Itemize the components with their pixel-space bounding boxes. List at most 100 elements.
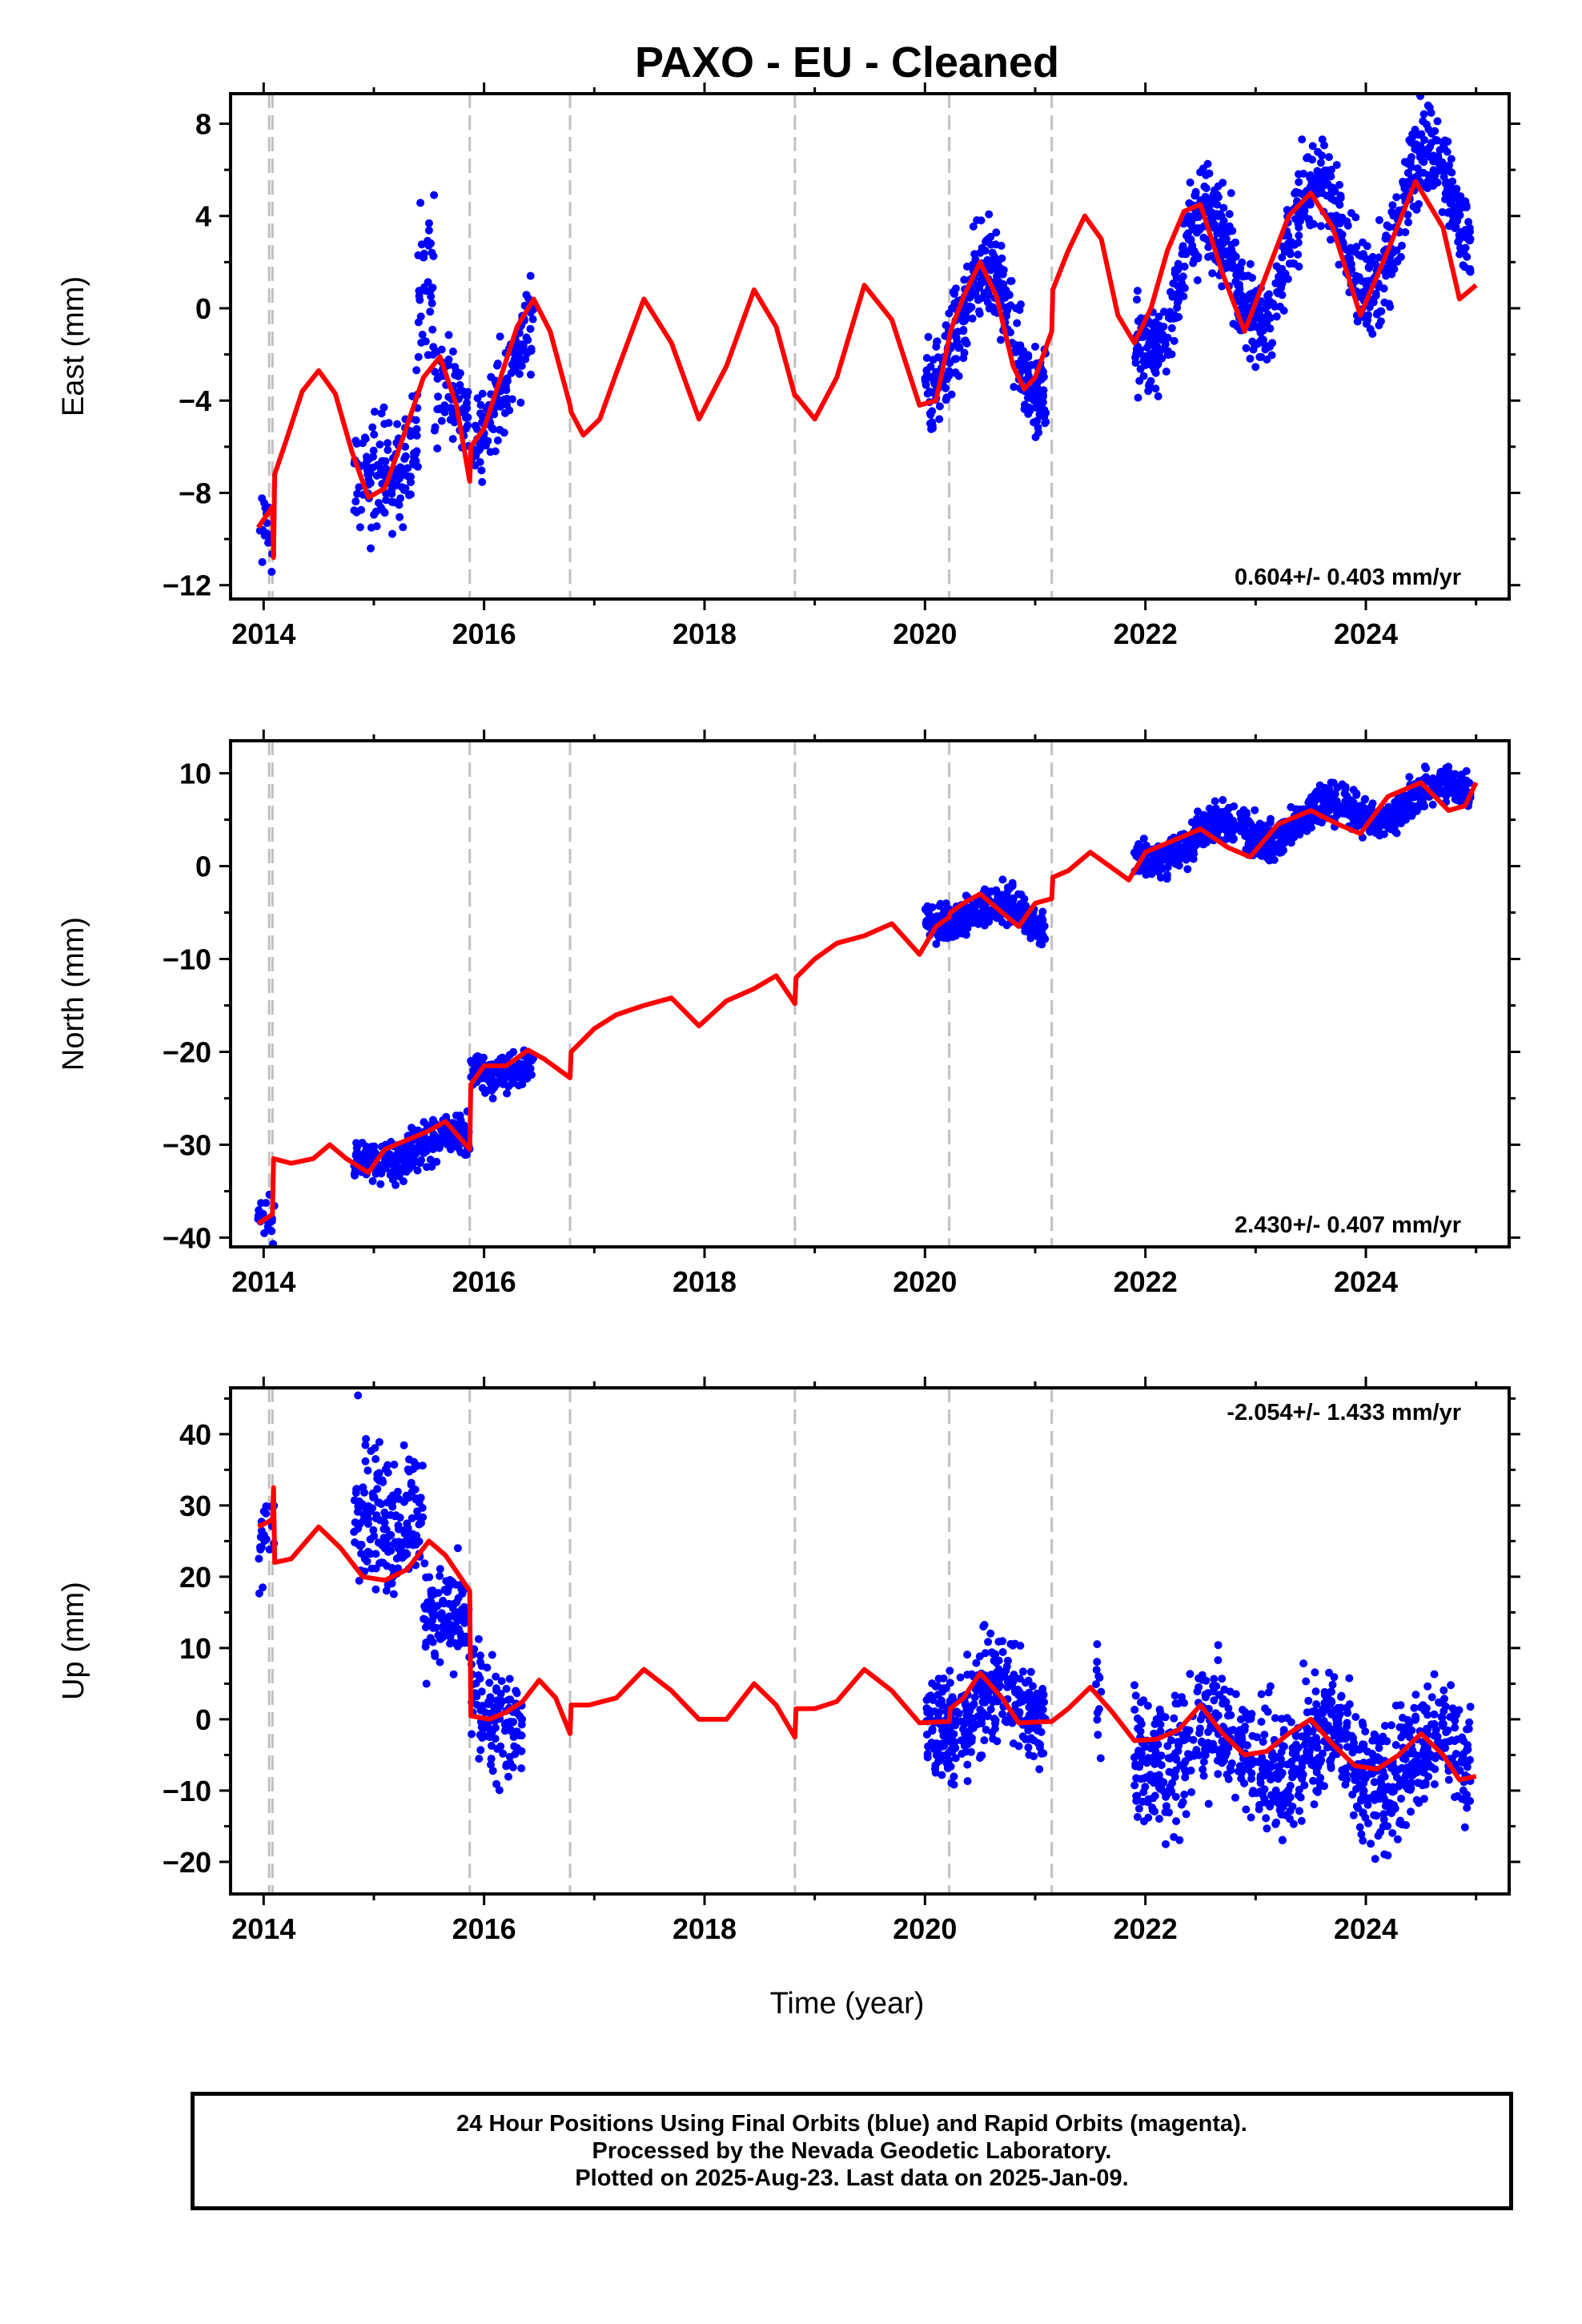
- data-point: [479, 436, 487, 445]
- data-point: [434, 1631, 443, 1639]
- data-point: [453, 1608, 462, 1617]
- data-point: [428, 325, 437, 334]
- data-point: [1040, 1698, 1049, 1707]
- data-point: [456, 1629, 464, 1637]
- data-point: [1151, 368, 1160, 377]
- data-point: [969, 1723, 978, 1732]
- data-point: [1445, 222, 1454, 231]
- data-point: [408, 1161, 416, 1170]
- data-point: [1037, 1749, 1046, 1758]
- data-point: [1234, 281, 1243, 290]
- data-point: [1141, 1743, 1150, 1751]
- data-point: [1272, 830, 1281, 838]
- data-point: [1399, 179, 1407, 188]
- data-point: [1448, 789, 1457, 798]
- data-point: [1311, 1668, 1319, 1677]
- data-point: [417, 1518, 425, 1527]
- data-point: [528, 1071, 536, 1080]
- data-point: [998, 254, 1006, 263]
- data-point: [1427, 173, 1436, 182]
- data-point: [1039, 392, 1047, 400]
- data-point: [1455, 235, 1464, 243]
- data-point: [1130, 1681, 1138, 1690]
- data-point: [387, 1546, 396, 1555]
- data-point: [1178, 272, 1187, 281]
- data-point: [1368, 252, 1377, 261]
- data-point: [379, 403, 388, 412]
- data-point: [259, 1583, 267, 1592]
- data-point: [264, 538, 272, 547]
- data-point: [1439, 1686, 1448, 1695]
- data-point: [1259, 326, 1267, 335]
- data-point: [408, 1124, 416, 1132]
- data-point: [1359, 1779, 1368, 1787]
- data-point: [456, 1112, 464, 1120]
- data-point: [450, 418, 459, 427]
- data-point: [1255, 1805, 1263, 1814]
- data-point: [1415, 147, 1423, 156]
- data-point: [1370, 1778, 1379, 1787]
- data-point: [1025, 1751, 1034, 1759]
- data-point: [502, 1760, 511, 1769]
- data-point: [1231, 238, 1240, 247]
- data-point: [930, 1744, 938, 1753]
- data-point: [993, 914, 1002, 923]
- data-point: [401, 442, 409, 451]
- data-point: [958, 317, 967, 326]
- data-point: [1423, 1711, 1431, 1719]
- data-point: [1036, 409, 1044, 418]
- data-point: [435, 1144, 444, 1152]
- data-point: [951, 368, 960, 376]
- data-point: [1318, 151, 1327, 160]
- data-point: [1265, 296, 1274, 305]
- data-point: [412, 366, 421, 375]
- data-point: [1226, 1687, 1235, 1696]
- data-point: [939, 1674, 948, 1683]
- data-point: [954, 342, 963, 351]
- data-point: [371, 1514, 380, 1522]
- data-point: [997, 891, 1006, 900]
- data-point: [1338, 230, 1347, 239]
- data-point: [1003, 883, 1012, 892]
- y-tick-label: 0: [195, 850, 211, 883]
- data-point: [1024, 409, 1033, 418]
- data-point: [1144, 387, 1153, 396]
- plot-frame: [229, 739, 1511, 1248]
- data-point: [361, 1147, 370, 1156]
- data-point: [1257, 352, 1266, 361]
- x-tick-label: 2022: [1114, 1265, 1178, 1298]
- data-point: [1025, 1703, 1034, 1711]
- data-point: [388, 1160, 396, 1168]
- data-point: [1283, 206, 1291, 215]
- data-point: [945, 367, 954, 376]
- data-point: [998, 918, 1006, 927]
- data-point: [363, 1466, 372, 1475]
- data-point: [1172, 847, 1181, 856]
- data-point: [1189, 259, 1198, 267]
- data-point: [1204, 252, 1213, 261]
- data-point: [998, 875, 1007, 884]
- data-point: [973, 216, 982, 224]
- data-point: [1373, 1753, 1382, 1762]
- data-point: [1386, 303, 1395, 312]
- data-point: [400, 485, 408, 494]
- data-point: [1163, 1742, 1172, 1751]
- data-point: [1010, 383, 1018, 392]
- data-point: [1211, 210, 1220, 218]
- data-point: [1327, 235, 1335, 244]
- data-point: [971, 289, 980, 298]
- data-point: [1318, 189, 1327, 197]
- data-point: [437, 416, 446, 425]
- data-point: [1199, 1758, 1208, 1766]
- data-point: [951, 330, 959, 339]
- data-point: [477, 466, 486, 475]
- data-point: [1170, 266, 1179, 274]
- data-point: [380, 420, 389, 428]
- data-point: [426, 286, 435, 295]
- data-point: [1331, 196, 1340, 205]
- data-point: [998, 1648, 1007, 1656]
- data-point: [448, 1142, 457, 1151]
- data-point: [1388, 201, 1397, 210]
- data-point: [1320, 1687, 1329, 1696]
